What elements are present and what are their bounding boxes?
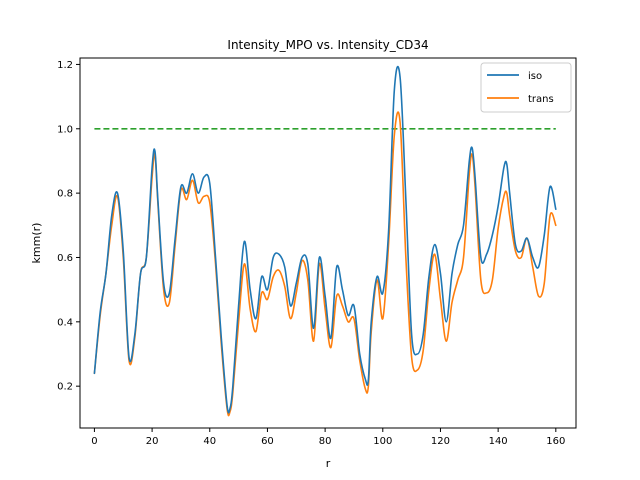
x-tick-label: 60 xyxy=(261,436,274,447)
y-tick-label: 0.6 xyxy=(57,253,73,264)
y-tick-label: 0.8 xyxy=(57,189,73,200)
legend-label-trans: trans xyxy=(528,94,554,105)
y-tick-label: 0.4 xyxy=(57,317,73,328)
legend: iso trans xyxy=(480,62,572,113)
series-line-trans xyxy=(93,111,557,417)
plot-frame xyxy=(79,57,577,429)
y-tick-label: 0.2 xyxy=(57,382,73,393)
x-axis: 0 20 40 60 80 100 120 140 160 xyxy=(91,428,565,447)
x-tick-label: 140 xyxy=(489,436,508,447)
y-tick-label: 1.0 xyxy=(57,124,73,135)
legend-box xyxy=(480,62,572,113)
series-line-iso xyxy=(93,65,557,414)
x-tick-label: 120 xyxy=(431,436,450,447)
y-axis: 0.2 0.4 0.6 0.8 1.0 1.2 xyxy=(57,60,80,393)
y-tick-label: 1.2 xyxy=(57,60,73,71)
x-tick-label: 160 xyxy=(546,436,565,447)
plot-area xyxy=(93,65,557,417)
x-tick-label: 0 xyxy=(91,436,97,447)
chart-title: Intensity_MPO vs. Intensity_CD34 xyxy=(227,38,428,52)
x-tick-label: 80 xyxy=(319,436,332,447)
x-axis-label: r xyxy=(326,457,331,470)
x-tick-label: 100 xyxy=(373,436,392,447)
x-tick-label: 20 xyxy=(146,436,159,447)
y-axis-label: kmm(r) xyxy=(30,223,43,264)
legend-label-iso: iso xyxy=(528,71,542,82)
x-tick-label: 40 xyxy=(203,436,216,447)
